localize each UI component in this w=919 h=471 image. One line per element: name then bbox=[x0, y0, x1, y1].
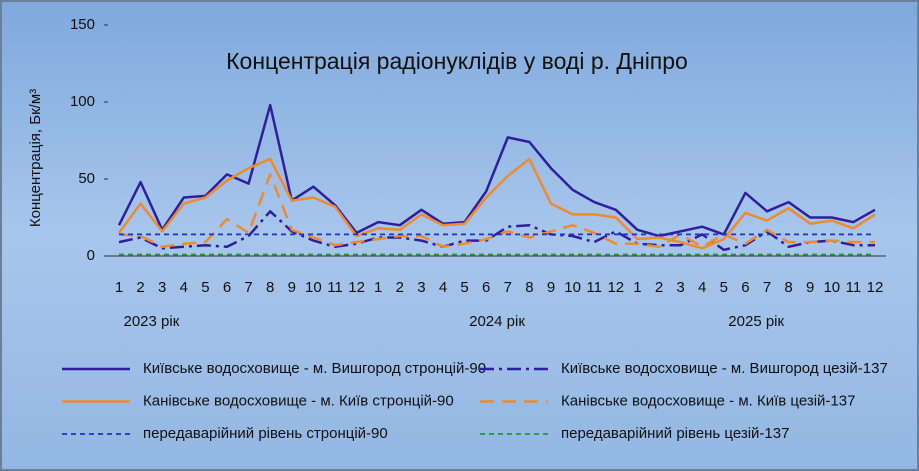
x-tick-label: 5 bbox=[720, 279, 728, 296]
year-label: 2023 рік bbox=[124, 313, 180, 330]
x-tick-label: 6 bbox=[741, 279, 749, 296]
x-tick-label: 9 bbox=[806, 279, 814, 296]
x-tick-label: 1 bbox=[633, 279, 641, 296]
x-tick-label: 5 bbox=[201, 279, 209, 296]
legend-label: Київське водосховище - м. Вишгород цезій… bbox=[561, 360, 888, 377]
x-tick-label: 12 bbox=[348, 279, 365, 296]
x-tick-label: 12 bbox=[867, 279, 884, 296]
legend-label: Київське водосховище - м. Вишгород строн… bbox=[143, 360, 486, 377]
y-tick-label: 150 bbox=[70, 16, 95, 33]
x-tick-label: 2 bbox=[136, 279, 144, 296]
x-tick-label: 11 bbox=[586, 279, 602, 296]
chart-title: Концентрація радіонуклідів у воді р. Дні… bbox=[226, 48, 688, 74]
x-tick-label: 10 bbox=[305, 279, 322, 296]
x-tick-label: 4 bbox=[698, 279, 706, 296]
x-tick-label: 8 bbox=[266, 279, 274, 296]
y-tick-label: 0 bbox=[87, 247, 95, 264]
x-tick-label: 3 bbox=[417, 279, 425, 296]
x-tick-label: 12 bbox=[607, 279, 624, 296]
y-tick-label: 50 bbox=[78, 170, 95, 187]
x-tick-label: 4 bbox=[180, 279, 188, 296]
x-tick-label: 3 bbox=[158, 279, 166, 296]
x-tick-label: 6 bbox=[223, 279, 231, 296]
x-tick-label: 8 bbox=[525, 279, 533, 296]
x-tick-label: 10 bbox=[823, 279, 840, 296]
x-tick-label: 6 bbox=[482, 279, 490, 296]
x-tick-label: 9 bbox=[288, 279, 296, 296]
y-axis-title: Концентрація, Бк/м³ bbox=[27, 89, 44, 227]
x-tick-label: 7 bbox=[244, 279, 252, 296]
year-label: 2025 рік bbox=[728, 313, 784, 330]
x-tick-label: 8 bbox=[784, 279, 792, 296]
x-tick-label: 11 bbox=[327, 279, 343, 296]
x-tick-label: 1 bbox=[115, 279, 123, 296]
x-tick-label: 5 bbox=[460, 279, 468, 296]
x-tick-label: 4 bbox=[439, 279, 447, 296]
y-tick-label: 100 bbox=[70, 93, 95, 110]
x-tick-label: 2 bbox=[655, 279, 663, 296]
x-tick-label: 7 bbox=[504, 279, 512, 296]
legend-label: передаварійний рівень цезій-137 bbox=[561, 425, 789, 442]
series-line bbox=[118, 173, 875, 249]
x-tick-label: 2 bbox=[396, 279, 404, 296]
legend-label: передаварійний рівень стронцій-90 bbox=[143, 425, 388, 442]
legend-label: Канівське водосховище - м. Київ цезій-13… bbox=[561, 392, 855, 409]
x-tick-label: 9 bbox=[547, 279, 555, 296]
series-line bbox=[117, 157, 876, 250]
year-label: 2024 рік bbox=[469, 313, 525, 330]
x-tick-label: 10 bbox=[564, 279, 581, 296]
x-tick-label: 7 bbox=[763, 279, 771, 296]
x-tick-label: 1 bbox=[374, 279, 382, 296]
legend-label: Канівське водосховище - м. Київ стронцій… bbox=[143, 392, 454, 409]
x-tick-label: 3 bbox=[676, 279, 684, 296]
x-tick-label: 11 bbox=[846, 279, 862, 296]
series-line bbox=[117, 103, 876, 238]
